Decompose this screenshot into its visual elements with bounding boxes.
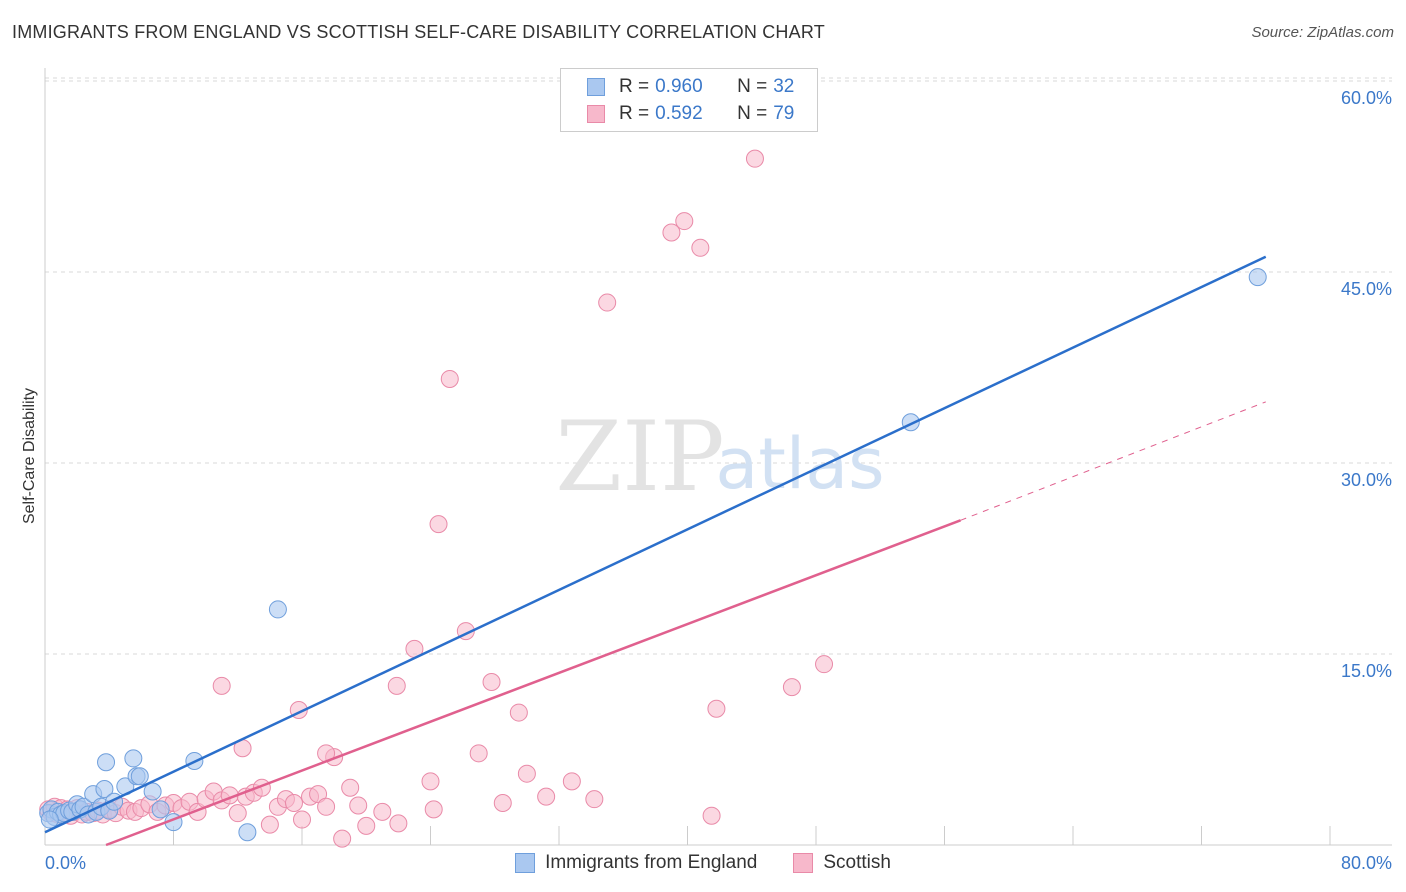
scottish-point xyxy=(317,797,336,816)
england-point xyxy=(130,767,149,786)
legend-r-value: 0.960 xyxy=(655,76,703,97)
scottish-point xyxy=(517,764,536,783)
x-tick-label-max: 80.0% xyxy=(1341,853,1392,873)
scottish-point xyxy=(509,703,528,722)
legend-row-england: R = 0.960 N = 32 xyxy=(587,75,794,99)
watermark-zip: ZIP xyxy=(555,401,724,513)
legend-swatch-england xyxy=(515,853,536,873)
series-legend: Immigrants from England Scottish xyxy=(0,852,1406,874)
y-tick-label: 60.0% xyxy=(1341,88,1392,108)
legend-swatch-scottish xyxy=(793,853,814,873)
scottish-point xyxy=(357,816,376,835)
scottish-point xyxy=(782,678,801,697)
gridlines xyxy=(45,77,1392,655)
england-points xyxy=(39,268,1267,842)
scottish-point xyxy=(373,802,392,821)
scottish-point xyxy=(349,796,368,815)
scottish-point xyxy=(429,515,448,534)
legend-n-label: N = xyxy=(737,76,768,97)
england-point xyxy=(97,753,116,772)
england-point xyxy=(268,600,287,619)
scottish-point xyxy=(675,212,694,231)
scottish-point xyxy=(562,772,581,791)
scottish-point xyxy=(598,293,617,312)
scottish-point xyxy=(387,676,406,695)
scottish-point xyxy=(482,673,501,692)
scottish-point xyxy=(815,655,834,674)
legend-n-value: 79 xyxy=(773,103,795,124)
legend-item-england: Immigrants from England xyxy=(515,852,757,874)
scottish-point xyxy=(440,369,459,388)
scottish-point xyxy=(662,223,681,242)
correlation-legend: R = 0.960 N = 32 R = 0.592 N = 79 xyxy=(560,68,818,132)
legend-n-label: N = xyxy=(737,103,768,124)
england-point xyxy=(143,782,162,801)
scottish-point xyxy=(228,804,247,823)
scottish-point xyxy=(745,149,764,168)
scottish-point xyxy=(333,829,352,848)
tick-labels: 15.0% 30.0% 45.0% 60.0% 0.0% 80.0% xyxy=(45,88,1392,873)
scottish-point xyxy=(260,815,279,834)
scottish-point xyxy=(702,806,721,825)
scottish-point xyxy=(691,238,710,257)
x-tick-label-min: 0.0% xyxy=(45,853,86,873)
source-label: Source: ZipAtlas.com xyxy=(1251,24,1394,41)
scottish-point xyxy=(389,814,408,833)
legend-r-label: R = xyxy=(619,76,650,97)
england-point xyxy=(124,749,143,768)
y-tick-label: 15.0% xyxy=(1341,661,1392,681)
england-point xyxy=(95,779,114,798)
scottish-point xyxy=(585,790,604,809)
england-point xyxy=(40,810,59,829)
legend-label-scottish: Scottish xyxy=(823,852,891,873)
legend-row-scottish: R = 0.592 N = 79 xyxy=(587,102,794,126)
scottish-point xyxy=(309,785,328,804)
legend-r-label: R = xyxy=(619,103,650,124)
england-point xyxy=(1248,268,1267,287)
legend-n-value: 32 xyxy=(773,76,795,97)
scottish-point xyxy=(341,778,360,797)
axes xyxy=(44,68,1392,846)
trend-lines xyxy=(44,255,1267,847)
scottish-point xyxy=(284,793,303,812)
scottish-point xyxy=(421,772,440,791)
y-tick-label: 30.0% xyxy=(1341,470,1392,490)
scottish-point xyxy=(424,800,443,819)
england-point xyxy=(238,823,257,842)
scottish-point xyxy=(469,744,488,763)
watermark-atlas: atlas xyxy=(715,423,884,505)
legend-item-scottish: Scottish xyxy=(793,852,891,874)
scottish-point xyxy=(537,787,556,806)
legend-r-value: 0.592 xyxy=(655,103,703,124)
y-tick-label: 45.0% xyxy=(1341,279,1392,299)
legend-label-england: Immigrants from England xyxy=(545,852,758,873)
england-trend-line xyxy=(44,255,1267,834)
england-point xyxy=(151,800,170,819)
scottish-point xyxy=(493,793,512,812)
scottish-point xyxy=(293,810,311,829)
chart-title: IMMIGRANTS FROM ENGLAND VS SCOTTISH SELF… xyxy=(12,22,825,42)
scottish-trend-line xyxy=(105,519,962,847)
scottish-point xyxy=(212,676,231,695)
scottish-trend-extension xyxy=(960,401,1266,521)
scottish-point xyxy=(707,699,726,718)
legend-swatch-scottish xyxy=(587,105,605,123)
legend-swatch-england xyxy=(587,78,605,96)
